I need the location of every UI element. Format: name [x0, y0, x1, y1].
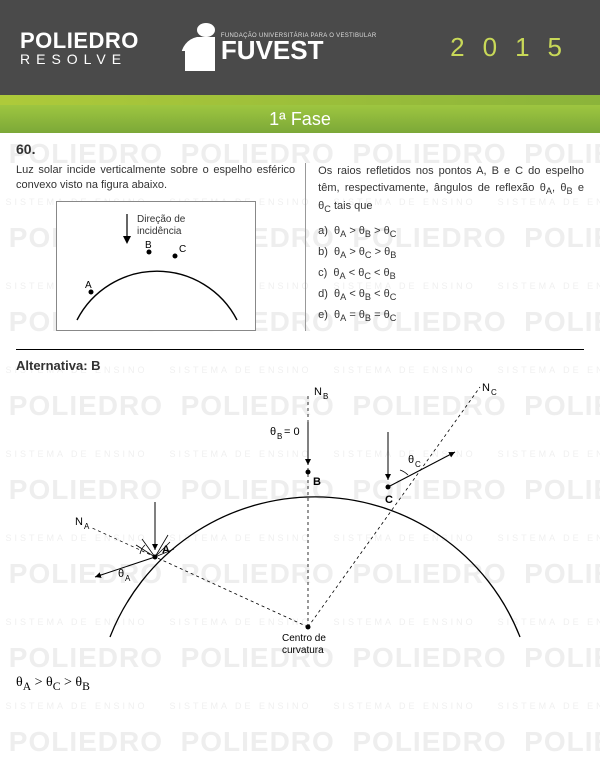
- svg-text:N: N: [314, 386, 322, 398]
- year-label: 2015: [450, 32, 580, 63]
- question-left: Luz solar incide verticalmente sobre o e…: [16, 163, 295, 331]
- svg-text:θ: θ: [118, 568, 124, 580]
- svg-text:A: A: [85, 280, 92, 291]
- svg-text:C: C: [385, 494, 393, 506]
- svg-text:curvatura: curvatura: [282, 645, 324, 656]
- phase-text: 1ª Fase: [269, 109, 331, 129]
- svg-text:A: A: [125, 574, 131, 583]
- final-relation: θA > θC > θB: [16, 675, 584, 693]
- svg-text:C: C: [415, 460, 421, 469]
- divider: [16, 349, 584, 350]
- svg-text:B: B: [323, 392, 328, 401]
- question-text: Luz solar incide verticalmente sobre o e…: [16, 164, 295, 191]
- svg-text:incidência: incidência: [137, 226, 182, 237]
- option-a: a) θA > θB > θC: [318, 223, 584, 242]
- answer-label: Alternativa: B: [16, 358, 584, 373]
- logo-poliedro: POLIEDRO RESOLVE: [20, 30, 139, 66]
- fuvest-icon: [169, 23, 219, 73]
- svg-text:A: A: [84, 522, 90, 531]
- question-figure: Direção de incidência A B C: [56, 201, 256, 331]
- question-box: Luz solar incide verticalmente sobre o e…: [16, 163, 584, 331]
- svg-text:N: N: [482, 382, 490, 394]
- svg-text:= 0: = 0: [284, 426, 300, 438]
- svg-text:B: B: [277, 432, 282, 441]
- solution-area: Centro de curvatura NB B θB = 0 NC C θC …: [0, 377, 600, 693]
- option-e: e) θA = θB = θC: [318, 307, 584, 326]
- svg-text:B: B: [313, 476, 321, 488]
- option-c: c) θA < θC < θB: [318, 265, 584, 284]
- solution-diagram: Centro de curvatura NB B θB = 0 NC C θC …: [50, 377, 550, 667]
- question-number: 60.: [16, 141, 584, 157]
- logo-text-bot: RESOLVE: [20, 52, 139, 66]
- page-header: POLIEDRO RESOLVE FUNDAÇÃO UNIVERSITÁRIA …: [0, 0, 600, 95]
- question-right: Os raios refletidos nos pontos A, B e C …: [305, 163, 584, 331]
- svg-text:θ: θ: [270, 426, 276, 438]
- svg-text:C: C: [491, 388, 497, 397]
- fuvest-big: FUVEST: [221, 39, 377, 62]
- svg-text:Direção de: Direção de: [137, 214, 186, 225]
- option-d: d) θA < θB < θC: [318, 286, 584, 305]
- logo-fuvest: FUNDAÇÃO UNIVERSITÁRIA PARA O VESTIBULAR…: [169, 23, 377, 73]
- svg-text:N: N: [75, 516, 83, 528]
- svg-text:θ: θ: [408, 454, 414, 466]
- svg-text:C: C: [179, 244, 186, 255]
- green-bar: [0, 95, 600, 105]
- svg-text:B: B: [145, 240, 152, 251]
- logo-text-top: POLIEDRO: [20, 30, 139, 52]
- question-content: 60. Luz solar incide verticalmente sobre…: [0, 133, 600, 373]
- option-b: b) θA > θC > θB: [318, 244, 584, 263]
- svg-text:Centro de: Centro de: [282, 633, 326, 644]
- question-intro: Os raios refletidos nos pontos A, B e C …: [318, 163, 584, 217]
- phase-bar: 1ª Fase: [0, 105, 600, 133]
